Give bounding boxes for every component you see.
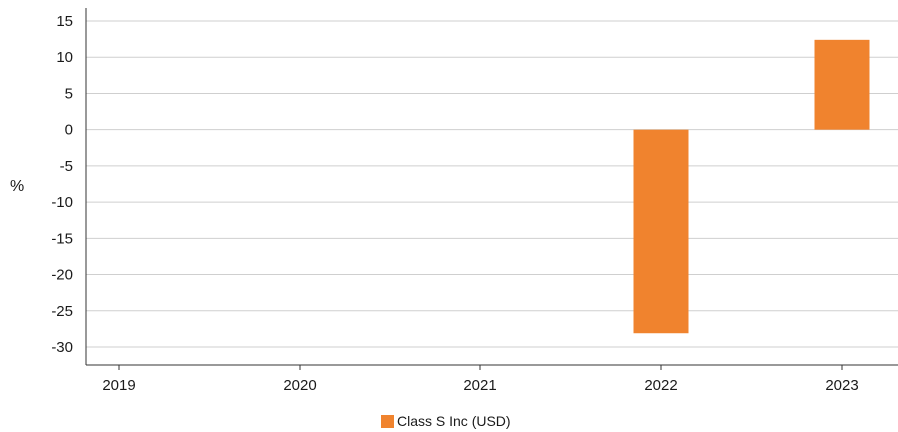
legend-swatch — [381, 414, 394, 428]
x-axis-ticks: 2019 2020 2021 2022 2023 — [102, 365, 859, 394]
axes — [85, 8, 898, 366]
y-tick-label: 5 — [65, 85, 73, 102]
y-tick-label: -30 — [51, 339, 73, 356]
x-tick-label: 2021 — [463, 377, 496, 394]
y-tick-label: 15 — [56, 13, 73, 30]
gridlines — [86, 20, 898, 348]
x-tick-label: 2020 — [283, 377, 316, 394]
legend: Class S Inc (USD) — [381, 413, 511, 429]
y-axis-ticks: 15 10 5 0 -5 -10 -15 -20 -25 -30 — [51, 13, 73, 356]
bars — [633, 39, 870, 334]
bar-2022 — [633, 129, 689, 334]
x-tick-label: 2022 — [644, 377, 677, 394]
bar-2023 — [814, 39, 870, 130]
x-tick-label: 2023 — [825, 377, 858, 394]
y-tick-label: -25 — [51, 303, 73, 320]
y-tick-label: -20 — [51, 267, 73, 284]
y-tick-label: -15 — [51, 230, 73, 247]
y-tick-label: -10 — [51, 194, 73, 211]
x-tick-label: 2019 — [102, 377, 135, 394]
y-tick-label: -5 — [60, 158, 73, 175]
y-axis-label: % — [10, 178, 24, 195]
legend-label: Class S Inc (USD) — [397, 413, 511, 429]
y-tick-label: 0 — [65, 122, 73, 139]
y-tick-label: 10 — [56, 49, 73, 66]
